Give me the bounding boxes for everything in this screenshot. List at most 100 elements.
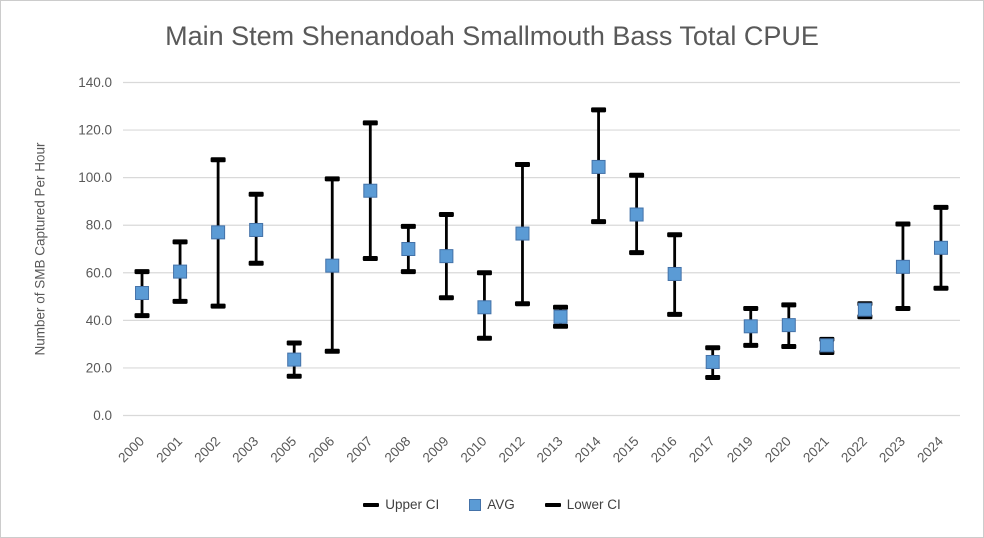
avg-marker — [135, 286, 150, 301]
legend-label-lower-ci: Lower CI — [566, 497, 621, 512]
lower-ci-cap — [629, 250, 645, 256]
legend-item-upper-ci: Upper CI — [363, 497, 439, 512]
avg-marker — [591, 159, 606, 174]
avg-marker — [629, 207, 644, 222]
avg-marker — [819, 338, 834, 353]
error-bar-2021 — [819, 336, 835, 355]
error-bar-2017 — [705, 345, 721, 380]
avg-marker — [173, 264, 188, 279]
legend-item-avg: AVG — [469, 497, 515, 512]
x-tick-label: 2003 — [229, 434, 261, 466]
upper-ci-cap — [895, 221, 911, 227]
x-tick-label: 2013 — [534, 434, 566, 466]
x-tick-label: 2008 — [382, 434, 414, 466]
lower-ci-cap — [514, 301, 530, 307]
upper-ci-cap — [591, 107, 607, 113]
error-bar-2008 — [400, 223, 416, 275]
error-bar-2001 — [172, 239, 188, 304]
x-tick-label: 2010 — [458, 434, 490, 466]
x-tick-label: 2024 — [914, 433, 946, 465]
legend: Upper CI AVG Lower CI — [1, 497, 983, 512]
avg-marker — [933, 240, 948, 255]
lower-ci-cap — [134, 313, 150, 319]
lower-ci-cap — [324, 348, 340, 354]
lower-ci-cap — [362, 256, 378, 262]
y-tick-label: 140.0 — [78, 75, 112, 90]
upper-ci-cap — [933, 204, 949, 210]
lower-ci-cap — [438, 295, 454, 301]
lower-ci-cap — [743, 342, 759, 348]
avg-marker — [667, 266, 682, 281]
error-bar-2007 — [362, 120, 378, 262]
avg-marker — [553, 309, 568, 324]
lower-ci-cap — [781, 344, 797, 350]
upper-ci-cap — [514, 162, 530, 168]
lower-ci-cap — [667, 311, 683, 317]
upper-ci-cap — [438, 212, 454, 218]
y-tick-label: 20.0 — [86, 360, 112, 375]
upper-ci-cap — [324, 176, 340, 182]
avg-marker — [211, 225, 226, 240]
dash-icon — [363, 502, 380, 507]
error-bar-2022 — [857, 301, 873, 320]
upper-ci-cap — [286, 340, 302, 346]
y-tick-label: 0.0 — [93, 408, 112, 423]
error-bar-2014 — [591, 107, 607, 225]
square-icon — [469, 498, 482, 511]
avg-marker — [325, 258, 340, 273]
dash-icon — [544, 502, 561, 507]
error-bar-2019 — [743, 305, 759, 348]
upper-ci-cap — [134, 269, 150, 275]
legend-label-avg: AVG — [487, 497, 515, 512]
upper-ci-cap — [629, 172, 645, 178]
y-tick-label: 100.0 — [78, 170, 112, 185]
x-tick-label: 2006 — [306, 434, 338, 466]
y-tick-label: 120.0 — [78, 123, 112, 138]
upper-ci-cap — [172, 239, 188, 245]
avg-marker — [705, 354, 720, 369]
x-tick-label: 2000 — [115, 434, 147, 466]
lower-ci-cap — [248, 260, 264, 266]
lower-ci-cap — [553, 323, 569, 329]
error-bar-2024 — [933, 204, 949, 291]
x-tick-label: 2015 — [610, 434, 642, 466]
legend-label-upper-ci: Upper CI — [385, 497, 440, 512]
error-bar-2000 — [134, 269, 150, 319]
x-tick-label: 2005 — [267, 434, 299, 466]
error-bar-2016 — [667, 232, 683, 317]
error-bar-2023 — [895, 221, 911, 311]
x-tick-label: 2023 — [876, 434, 908, 466]
avg-marker — [857, 302, 872, 317]
x-tick-label: 2002 — [191, 434, 223, 466]
lower-ci-cap — [933, 285, 949, 291]
lower-ci-cap — [705, 374, 721, 380]
error-bar-2020 — [781, 302, 797, 350]
upper-ci-cap — [705, 345, 721, 351]
lower-ci-cap — [476, 335, 492, 341]
avg-marker — [363, 183, 378, 198]
lower-ci-cap — [210, 303, 226, 309]
upper-ci-cap — [400, 223, 416, 229]
x-tick-label: 2007 — [344, 434, 376, 466]
upper-ci-cap — [362, 120, 378, 126]
x-tick-label: 2009 — [420, 434, 452, 466]
upper-ci-cap — [781, 302, 797, 308]
lower-ci-cap — [895, 305, 911, 311]
chart-title: Main Stem Shenandoah Smallmouth Bass Tot… — [165, 21, 819, 51]
avg-marker — [287, 352, 302, 367]
avg-marker — [249, 222, 264, 237]
avg-marker — [743, 319, 758, 334]
upper-ci-cap — [667, 232, 683, 238]
avg-marker — [401, 242, 416, 256]
avg-marker — [781, 318, 796, 333]
upper-ci-cap — [476, 270, 492, 276]
x-tick-label: 2001 — [153, 434, 185, 466]
avg-marker — [477, 300, 492, 315]
x-tick-label: 2021 — [800, 434, 832, 466]
y-tick-label: 40.0 — [86, 313, 112, 328]
x-tick-label: 2016 — [648, 434, 680, 466]
error-bar-2006 — [324, 176, 340, 354]
avg-marker — [895, 259, 910, 274]
